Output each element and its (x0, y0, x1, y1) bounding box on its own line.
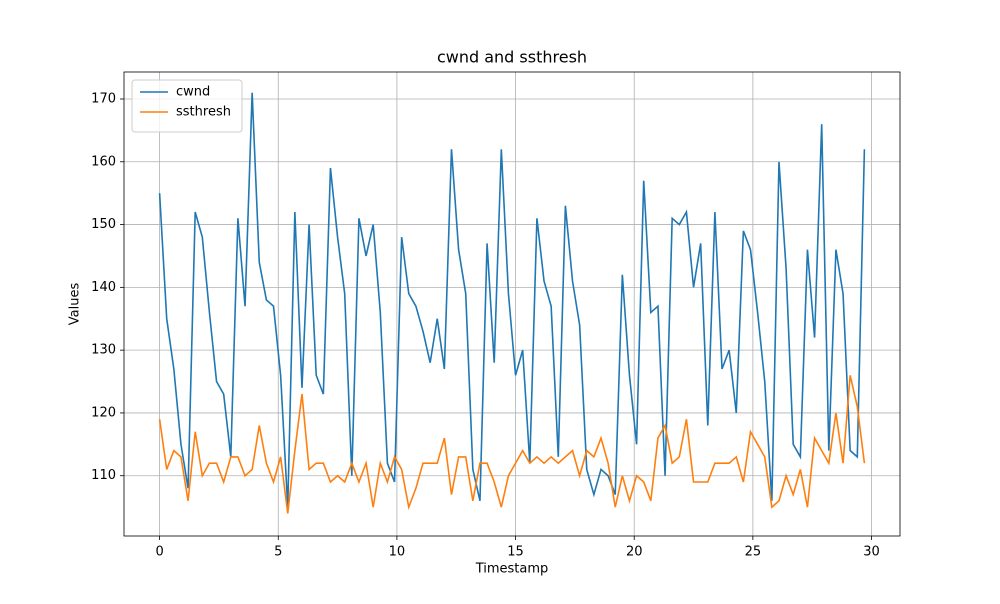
y-tick-label: 150 (91, 217, 116, 232)
y-tick-label: 110 (91, 468, 116, 483)
x-tick-label: 5 (274, 545, 282, 560)
y-tick-label: 140 (91, 280, 116, 295)
plot-frame (123, 71, 901, 537)
y-axis-label: Values (68, 283, 83, 326)
legend-label: cwnd (176, 85, 210, 100)
y-tick-label: 130 (91, 343, 116, 358)
y-tick-label: 170 (91, 91, 116, 106)
x-tick-label: 0 (155, 545, 163, 560)
legend-label: ssthresh (176, 105, 231, 120)
x-tick-label: 30 (863, 545, 880, 560)
y-tick-label: 160 (91, 154, 116, 169)
x-axis-label: Timestamp (475, 562, 549, 577)
chart-title: cwnd and ssthresh (437, 48, 587, 67)
data-line (158, 92, 866, 508)
x-tick-label: 10 (389, 545, 406, 560)
x-tick-label: 15 (507, 545, 524, 560)
x-tick-label: 25 (745, 545, 762, 560)
y-tick-label: 120 (91, 405, 116, 420)
data-line (158, 375, 866, 514)
legend: cwnd ssthresh (131, 79, 243, 133)
legend-frame (131, 79, 243, 133)
x-tick-label: 20 (626, 545, 643, 560)
